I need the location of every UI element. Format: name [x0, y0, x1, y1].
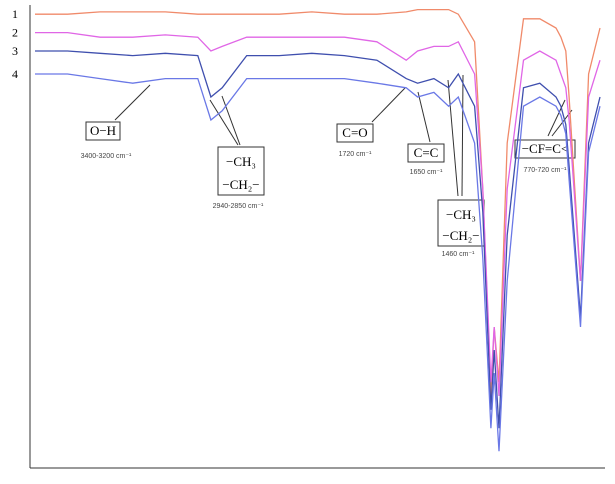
- annotation-label: −CH₂−: [442, 228, 479, 243]
- annotation-note: 3400-3200 cm⁻¹: [81, 153, 132, 160]
- legend-label: 3: [12, 44, 18, 58]
- series-line: [35, 73, 601, 452]
- annotation-label: −CH₂−: [222, 177, 259, 192]
- annotation-note: 1720 cm⁻¹: [339, 151, 373, 158]
- annotation-note: 2940-2850 cm⁻¹: [213, 203, 264, 210]
- series-line: [35, 50, 601, 429]
- brackets: [85, 121, 576, 247]
- legend-label: 4: [12, 67, 18, 81]
- annotation-label: C=C: [414, 145, 439, 160]
- annotation-note: 1460 cm⁻¹: [442, 251, 476, 258]
- annotation-label: −CF=C<: [522, 141, 569, 156]
- legend-label: 1: [12, 7, 18, 21]
- annotation-note: 1650 cm⁻¹: [410, 169, 444, 176]
- series-line: [35, 31, 601, 397]
- series-line: [35, 8, 601, 397]
- annotation-label: −CH₃: [446, 207, 476, 222]
- annotation-label: O−H: [90, 123, 116, 138]
- annotation-label: −CH₃: [226, 154, 256, 169]
- legend-label: 2: [12, 26, 18, 40]
- annotation-label: C=O: [342, 125, 367, 140]
- annotation-note: 770-720 cm⁻¹: [524, 167, 568, 174]
